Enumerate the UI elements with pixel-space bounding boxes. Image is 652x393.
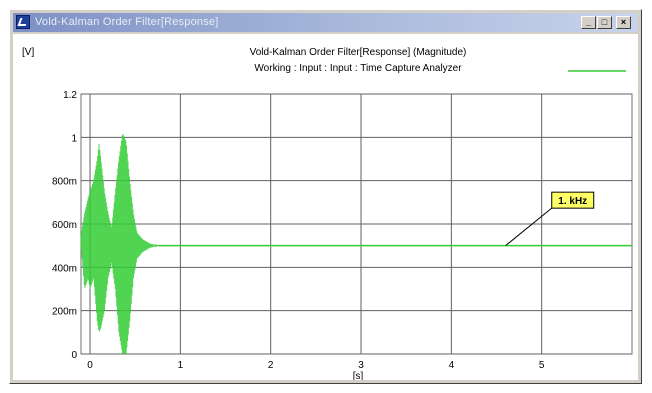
x-tick-label: 1: [178, 360, 184, 371]
close-button[interactable]: ×: [616, 16, 631, 29]
y-tick-label: 600m: [52, 220, 77, 231]
x-tick-label: 2: [268, 360, 274, 371]
grid: [80, 93, 633, 355]
x-tick-label: 4: [449, 360, 455, 371]
chart-subtitle: Working : Input : Input : Time Capture A…: [254, 63, 462, 74]
y-tick-label: 0: [71, 350, 77, 361]
maximize-button[interactable]: □: [597, 16, 612, 29]
app-icon: [16, 15, 30, 29]
x-tick-label: 0: [87, 360, 93, 371]
y-tick-label: 400m: [52, 263, 77, 274]
series-layer: [80, 133, 632, 355]
y-tick-label: 1: [71, 133, 77, 144]
y-tick-label: 800m: [52, 177, 77, 188]
x-tick-label: 5: [539, 360, 545, 371]
annotation-leader-line: [505, 207, 553, 247]
y-tick-label: 200m: [52, 307, 77, 318]
chart-svg[interactable]: Vold-Kalman Order Filter[Response] (Magn…: [13, 34, 638, 382]
annotation-label: 1. kHz: [558, 196, 587, 207]
title-bar[interactable]: Vold-Kalman Order Filter[Response] _ □ ×: [13, 13, 638, 32]
x-axis-label: [s]: [353, 371, 364, 380]
annotation-layer: 1. kHz: [505, 191, 595, 247]
app-window: Vold-Kalman Order Filter[Response] _ □ ×…: [9, 9, 642, 384]
window-title: Vold-Kalman Order Filter[Response]: [35, 16, 219, 28]
annotation-box: [551, 191, 595, 209]
minimize-button[interactable]: _: [581, 16, 596, 29]
ticks: 0 1 2 3 4 5 0 200m 400m 600m 800m 1 1.2: [52, 90, 545, 371]
series-oscillation: [80, 133, 162, 355]
y-axis-label: [V]: [22, 47, 34, 58]
y-tick-label: 1.2: [63, 90, 77, 101]
chart-title: Vold-Kalman Order Filter[Response] (Magn…: [250, 47, 467, 58]
chart-area: Vold-Kalman Order Filter[Response] (Magn…: [13, 34, 638, 382]
x-tick-label: 3: [358, 360, 364, 371]
